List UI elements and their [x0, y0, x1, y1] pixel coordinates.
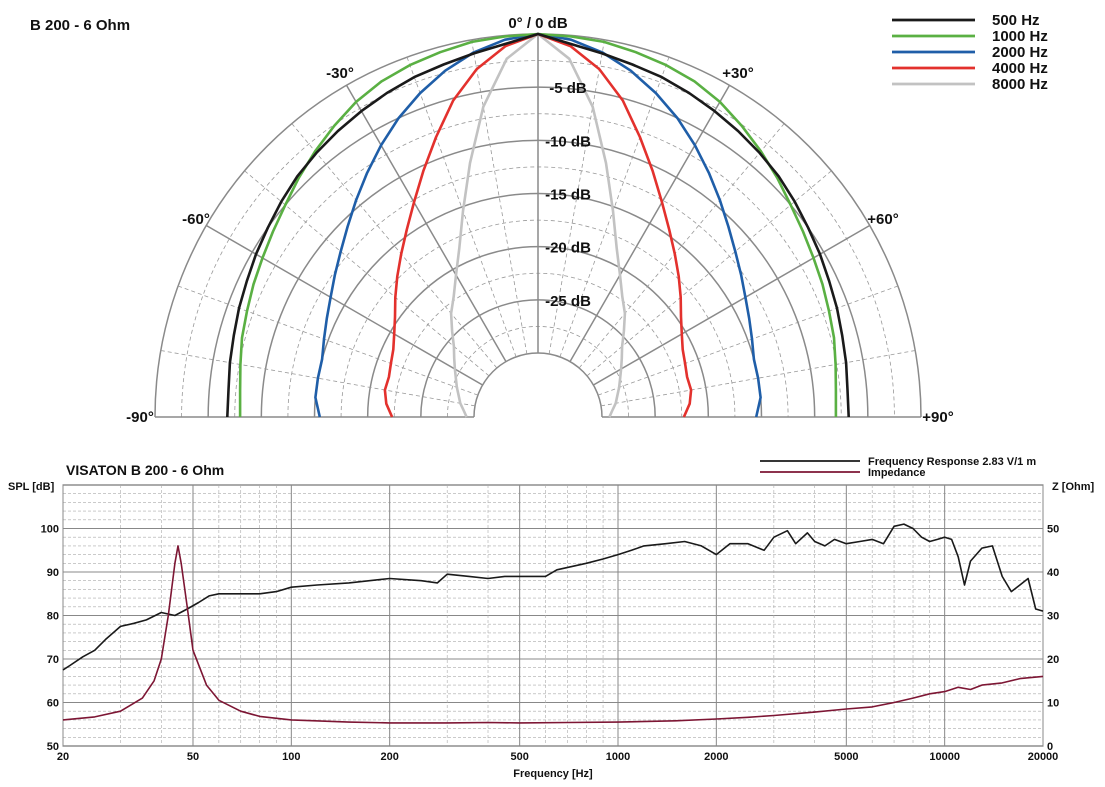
x-tick-label: 500 [510, 751, 528, 763]
freq-chart-title: VISATON B 200 - 6 Ohm [66, 462, 224, 478]
legend-label: 8000 Hz [992, 76, 1048, 93]
polar-angle-label: +90° [922, 409, 953, 426]
y-tick-label-left: 80 [47, 611, 59, 623]
polar-major-spoke [205, 224, 483, 386]
polar-angle-label: +30° [722, 65, 753, 82]
legend-label: 4000 Hz [992, 60, 1048, 77]
x-tick-label: 5000 [834, 751, 858, 763]
polar-major-spoke [345, 84, 507, 362]
y-axis-label-right: Z [Ohm] [1052, 481, 1094, 493]
polar-db-label: -20 dB [545, 240, 591, 257]
polar-major-spoke [593, 224, 871, 386]
polar-minor-ring [181, 60, 895, 418]
x-tick-label: 100 [282, 751, 300, 763]
freq-legend-label: Impedance [868, 467, 925, 479]
y-tick-label-right: 30 [1047, 611, 1059, 623]
y-tick-label-right: 50 [1047, 524, 1059, 536]
x-tick-label: 20000 [1028, 751, 1059, 763]
y-tick-label-left: 90 [47, 567, 59, 579]
x-axis-label: Frequency [Hz] [513, 768, 593, 780]
x-tick-label: 20 [57, 751, 69, 763]
x-tick-label: 1000 [606, 751, 630, 763]
x-tick-label: 10000 [929, 751, 960, 763]
polar-angle-label: +60° [867, 211, 898, 228]
polar-db-label: -15 dB [545, 187, 591, 204]
spl-curve [62, 523, 1044, 671]
legend-label: 2000 Hz [992, 44, 1048, 61]
polar-chart: -5 dB -10 dB -15 dB -20 dB -25 dB -90° -60° -30… [30, 12, 1048, 426]
polar-db-label: -25 dB [545, 293, 591, 310]
polar-angle-label: -30° [326, 65, 354, 82]
y-tick-label-left: 100 [41, 524, 59, 536]
polar-major-spoke [569, 84, 731, 362]
polar-angle-label: -60° [182, 211, 210, 228]
y-tick-label-left: 60 [47, 698, 59, 710]
x-tick-label: 2000 [704, 751, 728, 763]
polar-db-label: -5 dB [549, 80, 587, 97]
polar-angle-label: 0° / 0 dB [508, 15, 568, 32]
y-tick-label-left: 70 [47, 654, 59, 666]
y-tick-label-right: 0 [1047, 741, 1053, 753]
x-tick-label: 50 [187, 751, 199, 763]
y-axis-label-left: SPL [dB] [8, 481, 55, 493]
impedance-curve [62, 545, 1044, 724]
polar-chart-title: B 200 - 6 Ohm [30, 17, 130, 34]
polar-curve [226, 32, 850, 418]
polar-angle-label: -90° [126, 409, 154, 426]
legend-label: 500 Hz [992, 12, 1040, 29]
legend-label: 1000 Hz [992, 28, 1048, 45]
y-tick-label-left: 50 [47, 741, 59, 753]
y-tick-label-right: 40 [1047, 567, 1059, 579]
y-tick-label-right: 20 [1047, 654, 1059, 666]
y-tick-label-right: 10 [1047, 698, 1059, 710]
polar-major-ring [473, 352, 603, 418]
freq-legend-label: Frequency Response 2.83 V/1 m [868, 456, 1036, 468]
x-tick-label: 200 [380, 751, 398, 763]
polar-db-label: -10 dB [545, 133, 591, 150]
